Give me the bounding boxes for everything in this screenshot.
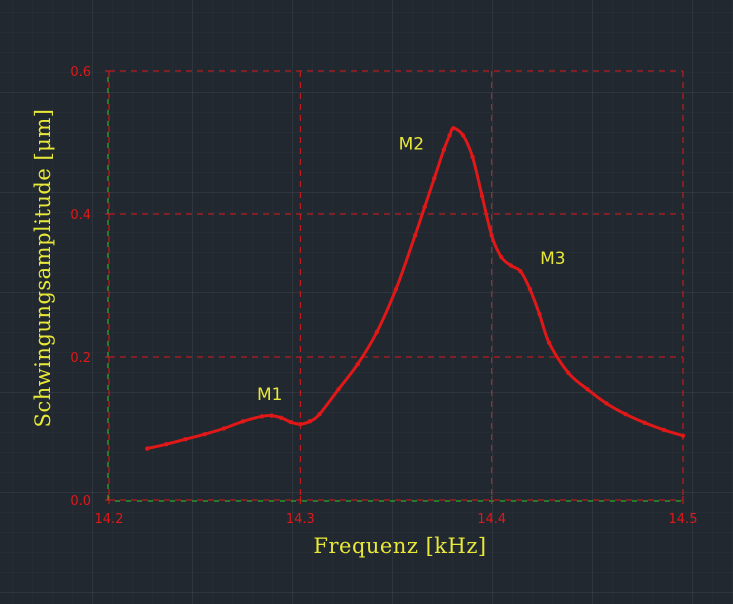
data-point (269, 413, 274, 418)
annotation-m3: M3 (540, 249, 565, 269)
y-tick-label: 0.2 (70, 351, 91, 366)
data-point (259, 414, 265, 419)
x-tick-label: 14.2 (95, 512, 124, 527)
grid-lines (109, 70, 684, 500)
annotation-m1: M1 (257, 385, 282, 405)
data-point (527, 286, 533, 292)
y-axis-label: Schwingungsamplitude [μm] (31, 109, 55, 428)
annotation-m2: M2 (399, 135, 424, 155)
data-point (489, 233, 494, 238)
data-point (432, 176, 437, 181)
data-point (680, 433, 686, 438)
data-point (145, 446, 150, 451)
data-point (164, 442, 169, 447)
y-tick-label: 0.0 (70, 494, 91, 509)
data-point (288, 419, 293, 425)
data-point (537, 311, 542, 317)
tick-labels: 14.2 14.3 14.4 14.5 0.0 0.2 0.4 0.6 (70, 65, 697, 527)
data-point (317, 412, 322, 417)
data-point (460, 133, 466, 138)
data-point (298, 422, 303, 427)
data-point (566, 370, 571, 375)
data-point (585, 386, 590, 392)
data-point (451, 126, 456, 131)
data-point (508, 263, 513, 268)
y-tick-label: 0.4 (70, 208, 91, 223)
data-point (623, 412, 628, 417)
data-point (279, 415, 284, 420)
data-point (470, 154, 475, 159)
data-point (518, 269, 523, 274)
data-point (221, 426, 226, 431)
data-point (307, 419, 313, 424)
data-point (412, 233, 418, 238)
annotations: M1 M2 M3 (257, 135, 566, 405)
data-point (447, 133, 452, 138)
data-point (642, 420, 647, 425)
data-point (202, 432, 207, 437)
data-point (183, 437, 188, 442)
curve-group (145, 126, 686, 451)
data-point (604, 401, 609, 406)
x-axis-label: Frequenz [kHz] (313, 534, 486, 558)
data-point (355, 361, 360, 367)
data-point (479, 193, 485, 199)
y-tick-label: 0.6 (70, 65, 91, 80)
data-point (393, 286, 399, 292)
data-point (546, 340, 552, 345)
x-tick-label: 14.5 (669, 512, 698, 527)
data-point (374, 329, 380, 335)
data-point (499, 254, 504, 260)
x-tick-label: 14.3 (286, 512, 315, 527)
data-point (441, 147, 447, 152)
data-point (336, 386, 341, 392)
series-line (145, 126, 685, 450)
x-tick-label: 14.4 (477, 512, 506, 527)
axis-lines (107, 71, 683, 502)
data-point (240, 419, 246, 424)
data-point (661, 427, 667, 433)
data-point (422, 204, 427, 210)
